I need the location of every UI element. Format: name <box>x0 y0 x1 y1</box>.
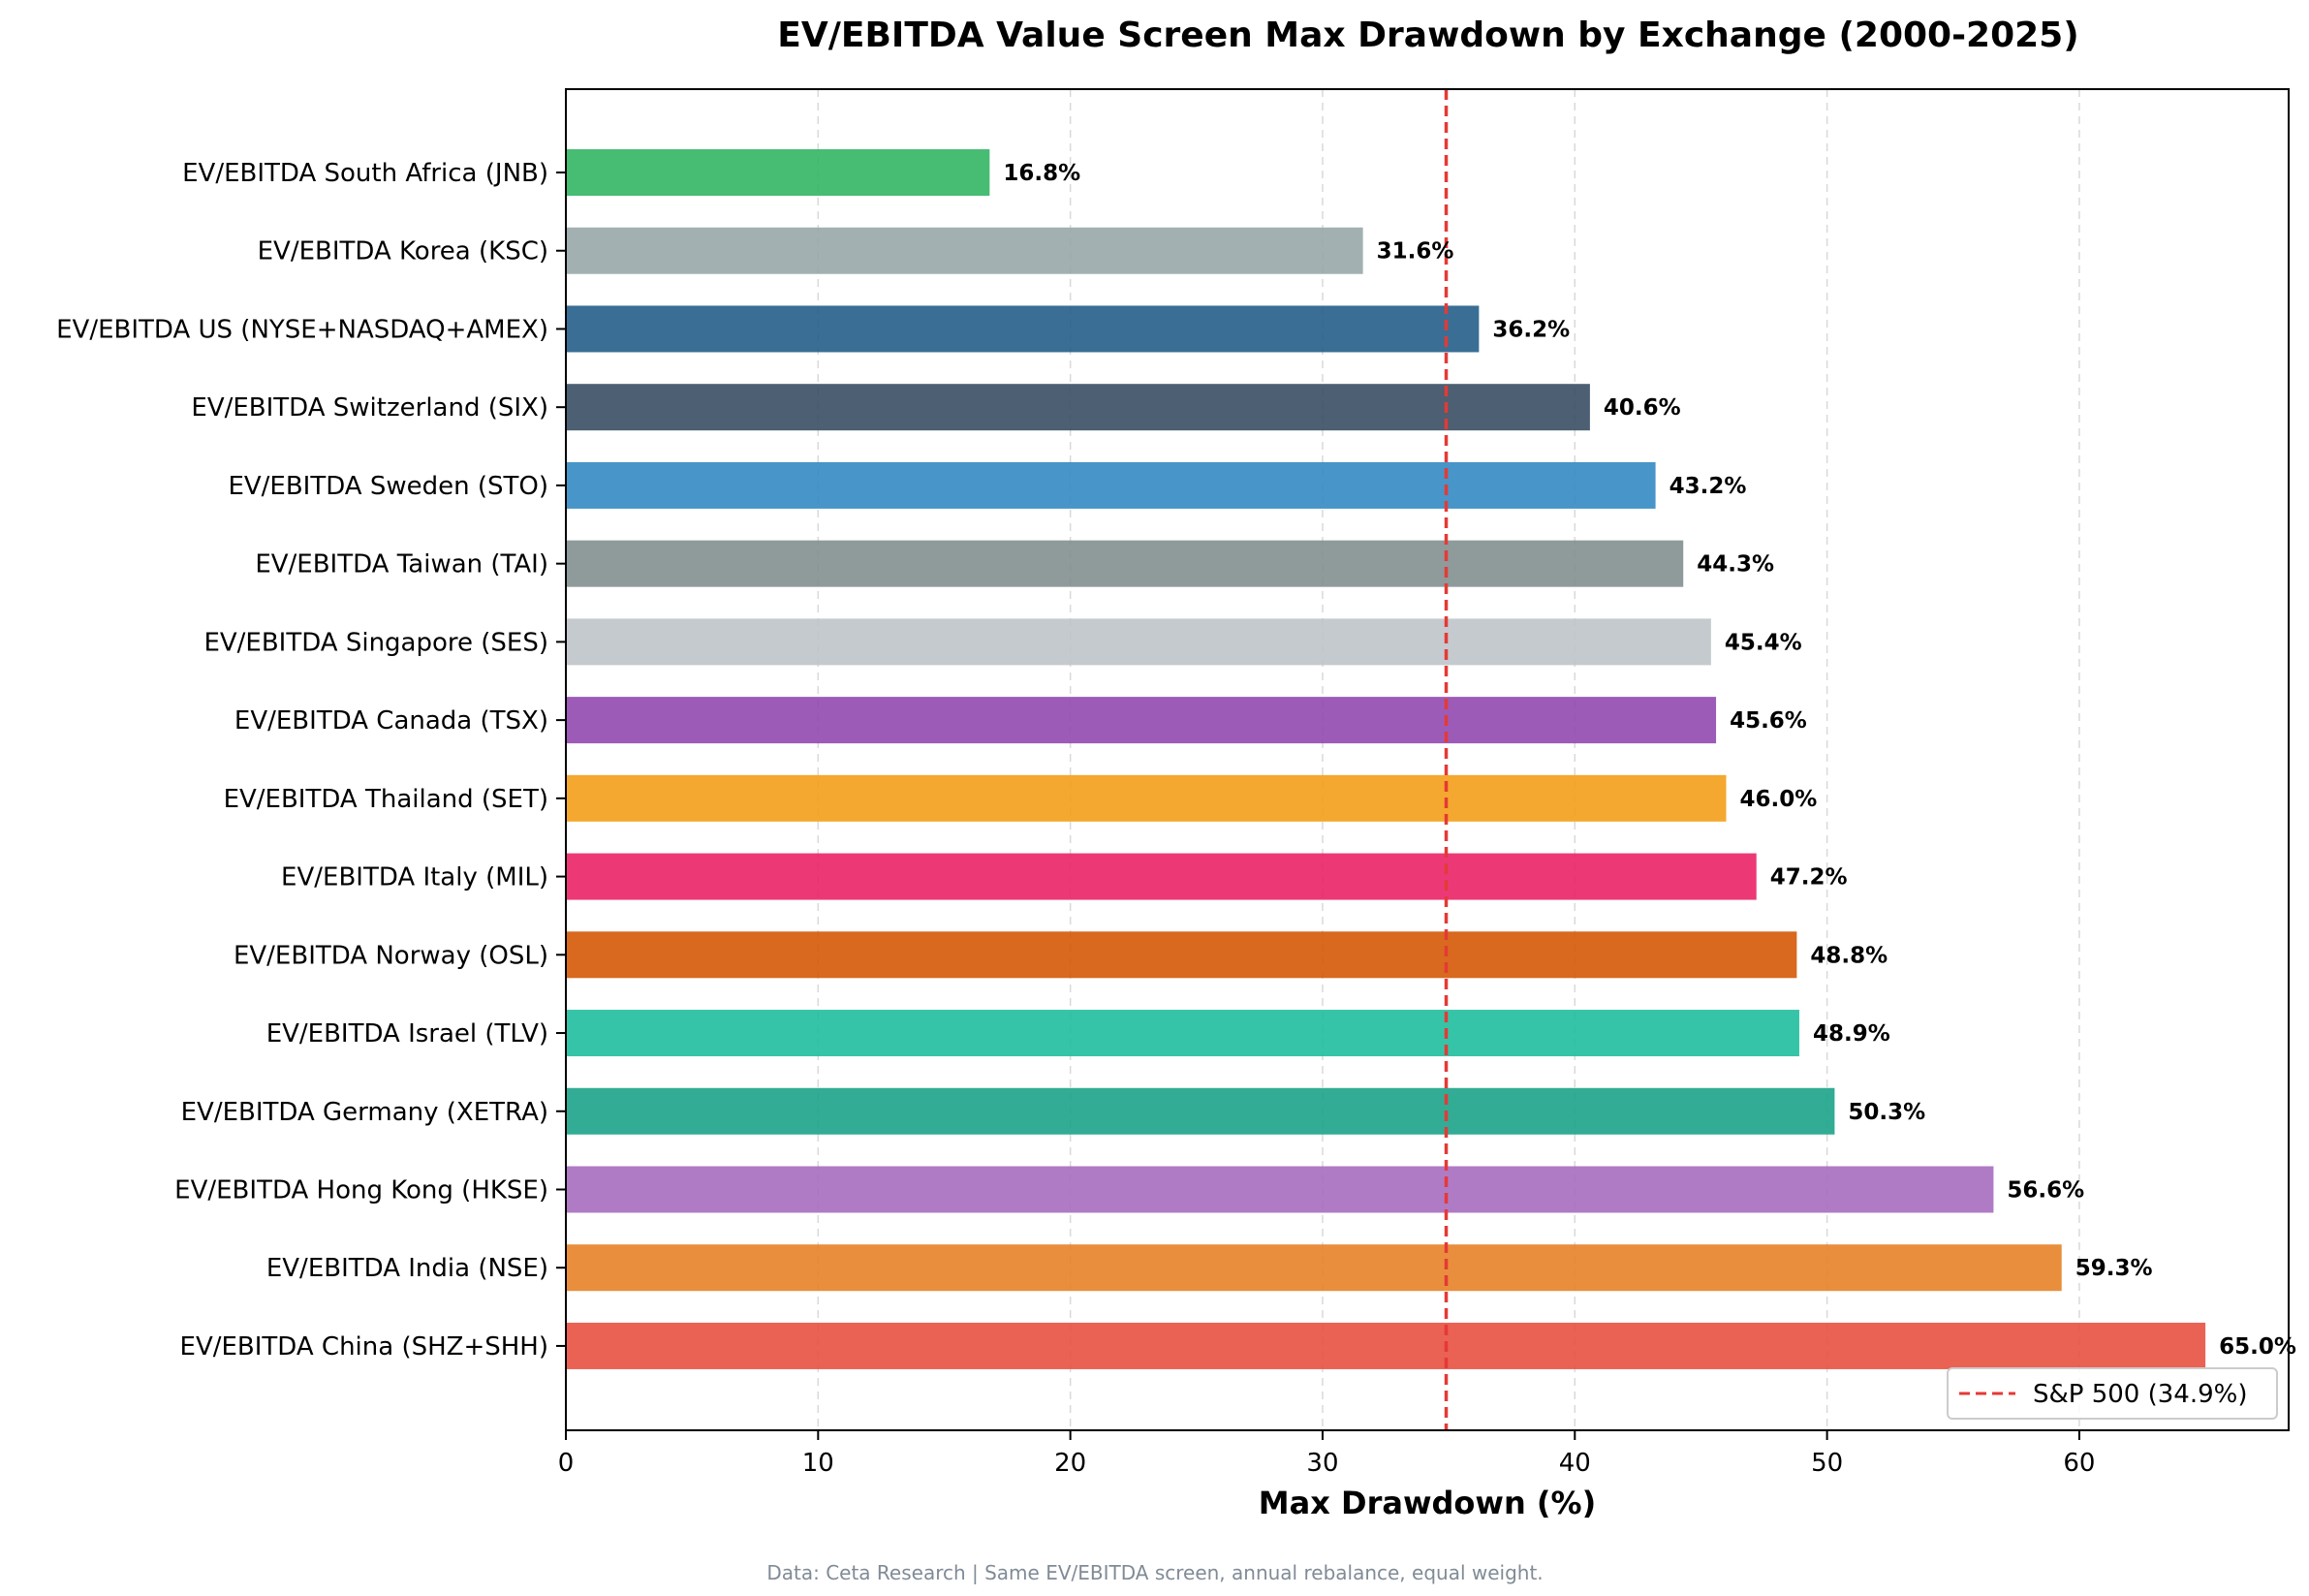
x-tick-label: 50 <box>1811 1449 1843 1478</box>
value-label: 50.3% <box>1848 1100 1925 1125</box>
category-label: EV/EBITDA Norway (OSL) <box>234 941 548 970</box>
bar <box>566 384 1590 431</box>
bar <box>566 149 990 196</box>
bar <box>566 1010 1799 1057</box>
bar <box>566 305 1480 353</box>
bar <box>566 774 1727 822</box>
bar <box>566 227 1363 274</box>
category-label: EV/EBITDA Singapore (SES) <box>203 628 548 657</box>
bar <box>566 1166 1994 1213</box>
bar <box>566 853 1757 900</box>
value-label: 47.2% <box>1770 865 1848 891</box>
category-label: EV/EBITDA Israel (TLV) <box>266 1019 548 1048</box>
category-label: EV/EBITDA Thailand (SET) <box>224 785 548 814</box>
value-label: 31.6% <box>1377 239 1454 265</box>
category-label: EV/EBITDA Korea (KSC) <box>258 237 548 266</box>
x-tick-label: 30 <box>1306 1449 1338 1478</box>
value-label: 16.8% <box>1003 161 1080 186</box>
bar <box>566 697 1717 744</box>
category-label: EV/EBITDA South Africa (JNB) <box>182 159 548 188</box>
x-tick-label: 60 <box>2063 1449 2095 1478</box>
category-label: EV/EBITDA Sweden (STO) <box>228 472 548 501</box>
legend-box <box>1947 1367 2278 1420</box>
bar <box>566 540 1684 587</box>
value-label: 46.0% <box>1739 787 1817 812</box>
category-label: EV/EBITDA China (SHZ+SHH) <box>180 1332 548 1361</box>
value-label: 65.0% <box>2219 1334 2296 1360</box>
value-label: 44.3% <box>1697 552 1774 578</box>
legend-label-sp500: S&P 500 (34.9%) <box>2033 1380 2248 1409</box>
bar <box>566 1087 1835 1135</box>
bar <box>566 461 1656 509</box>
bar <box>566 618 1711 666</box>
category-label: EV/EBITDA Hong Kong (HKSE) <box>174 1175 548 1205</box>
legend: S&P 500 (34.9%) <box>1947 1367 2278 1420</box>
bar <box>566 1244 2062 1292</box>
x-tick-label: 40 <box>1559 1449 1591 1478</box>
value-label: 59.3% <box>2075 1256 2153 1281</box>
value-label: 45.4% <box>1725 630 1802 655</box>
category-label: EV/EBITDA Italy (MIL) <box>281 863 548 892</box>
y-axis: EV/EBITDA South Africa (JNB) EV/EBITDA Ko… <box>56 159 566 1361</box>
x-tick-label: 10 <box>802 1449 834 1478</box>
value-label: 48.9% <box>1813 1021 1890 1047</box>
value-label: 48.8% <box>1810 943 1888 968</box>
category-label: EV/EBITDA Germany (XETRA) <box>181 1098 548 1127</box>
value-label: 36.2% <box>1492 317 1570 342</box>
value-label: 45.6% <box>1730 708 1807 734</box>
plot-frame <box>565 88 2290 1431</box>
x-tick-label: 20 <box>1054 1449 1086 1478</box>
value-labels: 16.8% 31.6% 36.2% 40.6% 43.2% 44.3% 45.4% 45.6%… <box>1003 161 2296 1360</box>
category-label: EV/EBITDA Canada (TSX) <box>234 706 548 735</box>
x-tick-label: 0 <box>558 1449 575 1478</box>
chart-title: EV/EBITDA Value Screen Max Drawdown by E… <box>777 16 2078 55</box>
value-label: 40.6% <box>1604 395 1681 421</box>
value-label: 43.2% <box>1669 474 1747 499</box>
footnote: Data: Ceta Research | Same EV/EBITDA scr… <box>766 1561 1543 1584</box>
x-axis-label: Max Drawdown (%) <box>1259 1485 1596 1521</box>
category-label: EV/EBITDA Switzerland (SIX) <box>191 393 548 422</box>
category-label: EV/EBITDA Taiwan (TAI) <box>255 550 548 579</box>
bar <box>566 1322 2206 1369</box>
category-label: EV/EBITDA India (NSE) <box>266 1254 548 1283</box>
category-label: EV/EBITDA US (NYSE+NASDAQ+AMEX) <box>56 315 548 344</box>
bars <box>566 149 2206 1369</box>
bar <box>566 931 1797 979</box>
value-label: 56.6% <box>2007 1177 2084 1203</box>
x-axis: 0 10 20 30 40 50 60 <box>558 1430 2095 1478</box>
